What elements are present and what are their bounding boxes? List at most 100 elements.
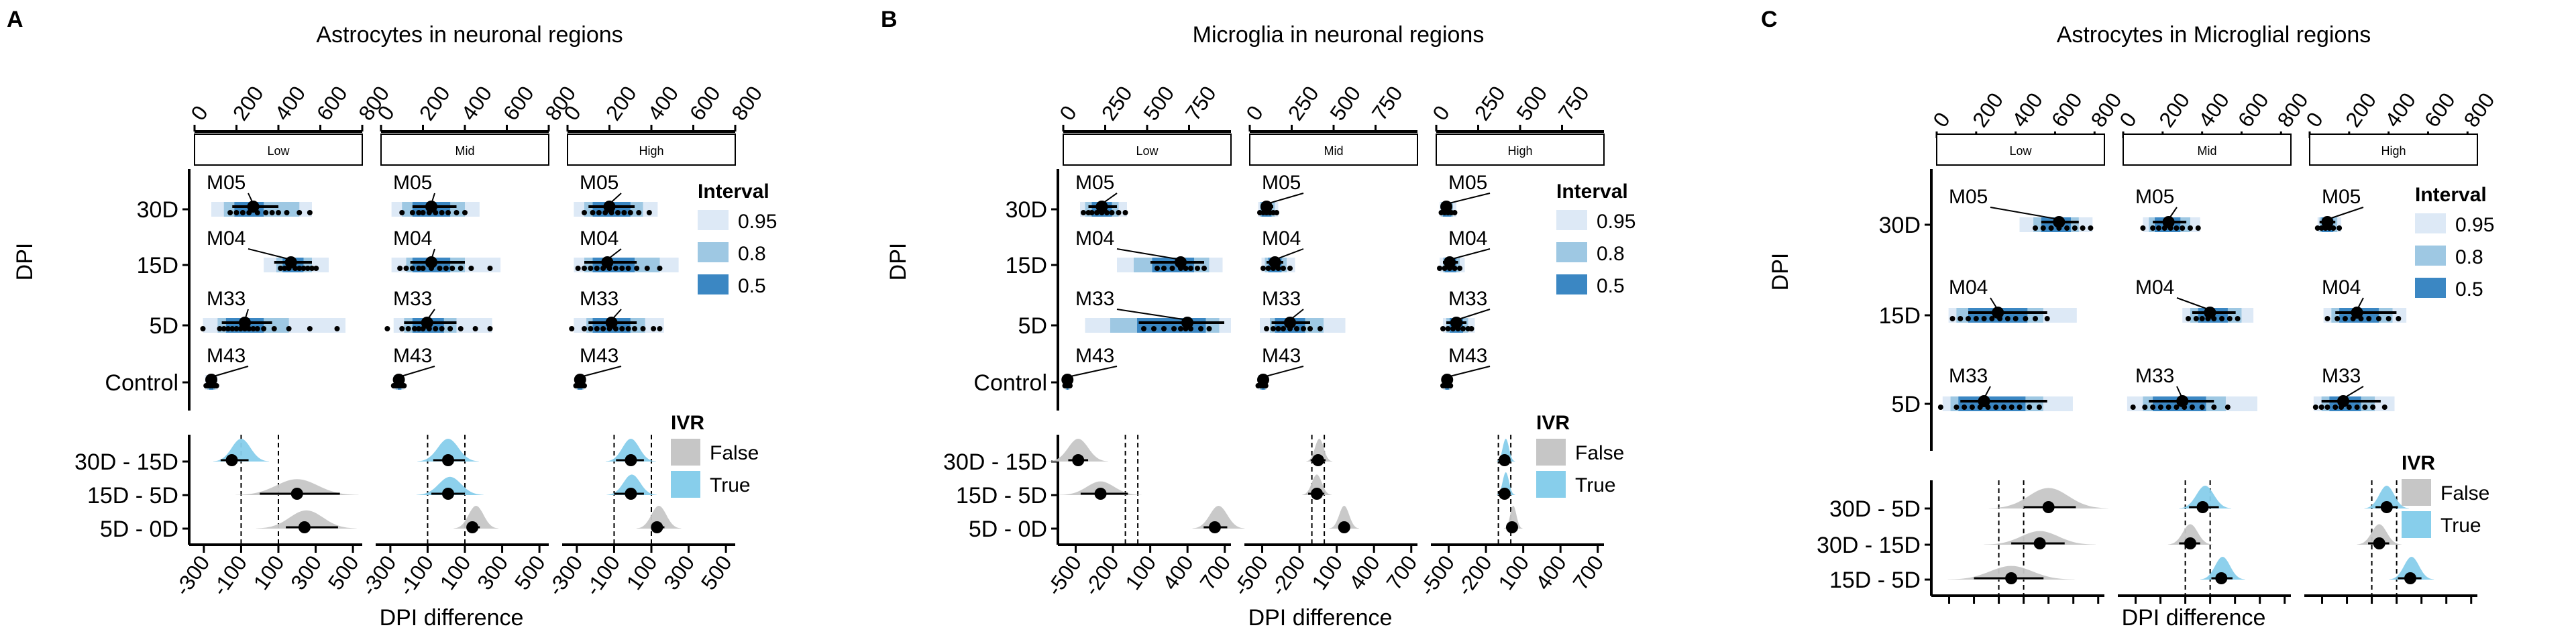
data-dot [399,326,405,331]
top-axis-tick-label: 600 [498,82,539,125]
animal-label-leader [1067,366,1118,378]
data-dot [582,326,587,331]
diff-axis-tick-label: 500 [696,551,737,594]
animal-label-leader [1101,193,1118,205]
animal-label-leader [1447,366,1491,378]
data-dot [575,266,581,271]
data-dot [307,210,313,215]
data-dot [1468,326,1474,331]
estimate-point [425,201,437,213]
data-dot [468,266,474,271]
top-axis-tick-label: 600 [312,82,352,125]
data-dot [269,210,275,215]
diff-axis-tick-label: 700 [1195,551,1235,594]
animal-label: M04 [1262,227,1301,250]
data-dot [1294,326,1299,331]
diff-axis-tick-label: 100 [622,551,662,594]
estimate-point [2162,216,2175,228]
interval-row: M05 [207,172,313,217]
data-dot [276,210,281,215]
interval-row: M33 [569,288,664,333]
data-dot [2334,316,2341,321]
data-dot [582,210,587,215]
data-dot [1953,405,1960,410]
legend-swatch [1556,274,1587,294]
top-axis-tick-label: 200 [1968,89,2008,131]
diff-axis-tick-label: 100 [249,551,289,594]
diff-point [1311,454,1324,466]
animal-label-leader [1983,386,1991,399]
top-axis-tick-label: 400 [643,82,683,125]
legend-swatch [2415,246,2446,266]
interval-row: M33 [1937,365,2073,411]
animal-label-leader [1446,193,1491,205]
data-dot [1260,266,1266,271]
data-dot [2008,405,2015,410]
top-axis-tick-label: 500 [1138,82,1179,125]
data-dot [1151,326,1157,331]
data-dot [1281,266,1286,271]
diff-axis-tick-label: -300 [356,551,400,600]
data-dot [2337,225,2343,231]
data-dot [1457,266,1462,271]
data-dot [2157,405,2163,410]
panel-title: Astrocytes in neuronal regions [316,22,623,48]
data-dot [2362,405,2368,410]
interval-row: M33 [200,288,345,333]
animal-label-leader [608,193,622,205]
animal-label-leader [2176,386,2184,399]
top-axis-tick-label: 400 [2194,89,2234,131]
data-dot [657,326,663,331]
top-axis-tick-label: 750 [1554,82,1594,125]
diff-point [1072,454,1085,466]
data-dot [217,326,223,331]
posterior-density [416,476,484,495]
animal-label-leader [610,309,622,321]
data-dot [1281,326,1286,331]
diff-axis-tick-label: 300 [659,551,699,594]
animal-label: M43 [1448,345,1487,367]
interval-row: M33 [384,288,493,333]
animal-label: M04 [1949,276,1988,299]
diff-point [2033,537,2046,549]
data-dot [2142,405,2148,410]
diff-point [1338,521,1350,533]
estimate-point [2351,307,2363,319]
top-axis-tick-label: 600 [2233,89,2273,131]
estimate-point [1978,395,1990,407]
panel-b: B Microglia in neuronal regions DPI 30D 15D 5… [881,7,1635,631]
data-dot [2199,405,2205,410]
interval-row: M05 [1257,172,1304,217]
data-dot [2385,316,2392,321]
animal-label: M33 [1949,365,1988,387]
data-dot [1122,210,1128,215]
data-dot [1195,266,1200,271]
interval-row: M05 [1075,172,1128,217]
diff-axis-tick-label: -500 [1415,551,1459,600]
data-dot [1161,266,1167,271]
data-dot [416,266,422,271]
interval-row: M04 [207,227,329,272]
facet-strip [1249,133,1418,166]
diff-point [2404,572,2416,584]
row-label: 5D [1892,392,1921,417]
legend-label: 0.5 [1597,275,1625,297]
data-dot [2174,225,2180,231]
animal-label: M33 [207,288,246,310]
data-dot [1318,326,1323,331]
panel-title: Microglia in neuronal regions [1193,22,1485,48]
ci50-band [1958,396,2026,411]
data-dot [1957,316,1964,321]
facet-high: 0 200 400 600 800HighM05M04M33M43-300-100100… [543,82,767,600]
posterior-density [2389,557,2434,580]
animal-label-leader [1263,366,1304,378]
animal-label: M05 [207,172,246,194]
estimate-point [1269,256,1281,268]
facet-strip [380,133,549,166]
data-dot [619,326,625,331]
data-dot [1440,326,1446,331]
legend-label: 0.8 [1597,243,1625,265]
data-dot [644,266,650,271]
estimate-point [2053,216,2065,228]
